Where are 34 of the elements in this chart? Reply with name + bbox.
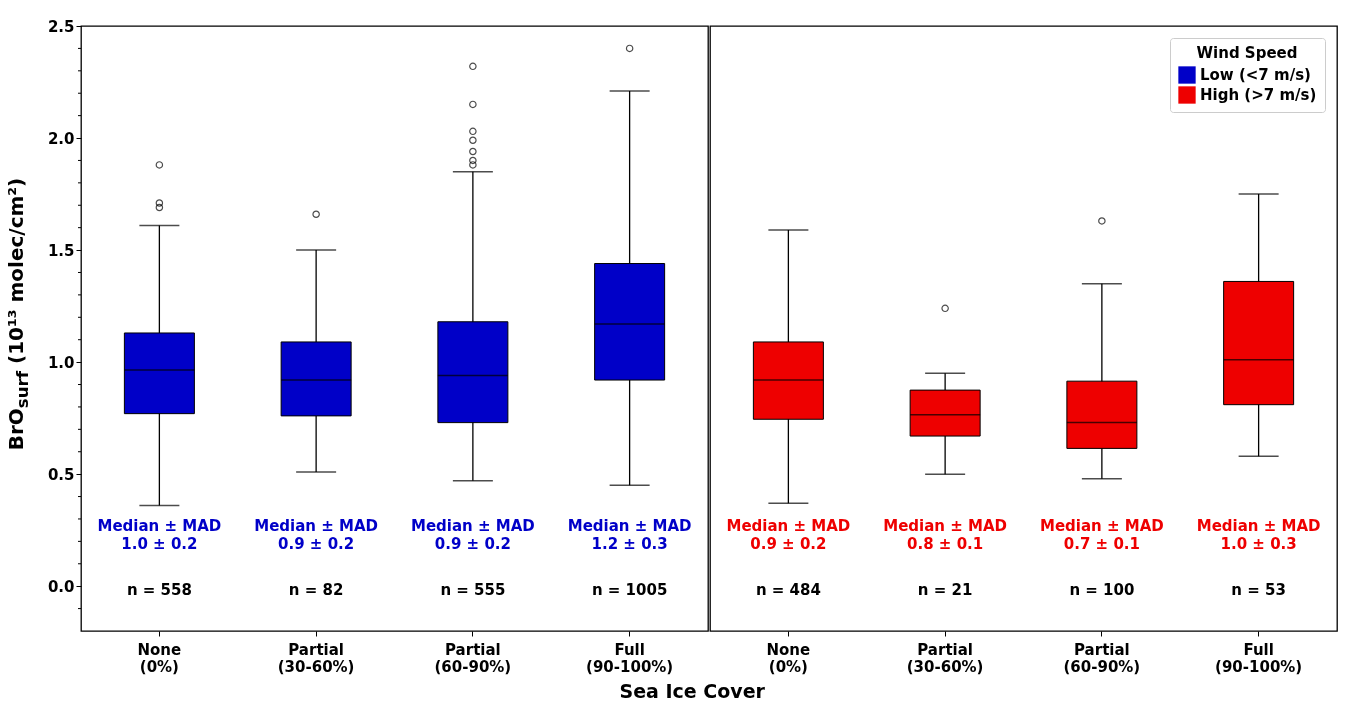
annotation: Median ± MAD 0.9 ± 0.2 bbox=[726, 517, 851, 554]
x-tick-label: None (0%) bbox=[137, 640, 182, 676]
annotation: Median ± MAD 1.2 ± 0.3 bbox=[567, 517, 692, 554]
x-tick-label: Partial (60-90%) bbox=[434, 640, 512, 676]
legend-title: Wind Speed bbox=[1196, 44, 1298, 62]
x-tick-label: None (0%) bbox=[766, 640, 811, 676]
annotation: n = 82 bbox=[288, 580, 344, 599]
annotation: n = 53 bbox=[1231, 580, 1286, 599]
annotation: n = 484 bbox=[755, 580, 821, 599]
legend-label: Low (<7 m/s) bbox=[1200, 66, 1311, 84]
y-tick-label: 0.0 bbox=[47, 577, 75, 596]
x-tick-label: Partial (30-60%) bbox=[906, 640, 984, 676]
annotation: n = 558 bbox=[126, 580, 192, 599]
annotation: Median ± MAD 1.0 ± 0.2 bbox=[97, 517, 222, 554]
annotation: n = 100 bbox=[1069, 580, 1135, 599]
annotation: Median ± MAD 0.7 ± 0.1 bbox=[1039, 517, 1164, 554]
y-tick-label: 0.5 bbox=[47, 465, 75, 484]
annotation: Median ± MAD 0.9 ± 0.2 bbox=[410, 517, 535, 554]
annotation: Median ± MAD 0.9 ± 0.2 bbox=[254, 517, 379, 554]
x-tick-label: Partial (60-90%) bbox=[1063, 640, 1141, 676]
x-tick-label: Full (90-100%) bbox=[586, 640, 674, 676]
annotation: n = 21 bbox=[917, 580, 973, 599]
annotation: Median ± MAD 1.0 ± 0.3 bbox=[1196, 517, 1321, 554]
legend-label: High (>7 m/s) bbox=[1200, 86, 1317, 104]
annotation: n = 1005 bbox=[591, 580, 668, 599]
x-tick-label: Full (90-100%) bbox=[1215, 640, 1303, 676]
x-tick-label: Partial (30-60%) bbox=[277, 640, 355, 676]
x-axis-title: Sea Ice Cover bbox=[619, 679, 766, 702]
y-tick-label: 2.5 bbox=[47, 17, 75, 36]
y-tick-label: 1.5 bbox=[47, 241, 75, 260]
annotation: n = 555 bbox=[440, 580, 506, 599]
y-tick-label: 1.0 bbox=[47, 353, 75, 372]
y-tick-label: 2.0 bbox=[47, 129, 75, 148]
annotation: Median ± MAD 0.8 ± 0.1 bbox=[883, 517, 1008, 554]
